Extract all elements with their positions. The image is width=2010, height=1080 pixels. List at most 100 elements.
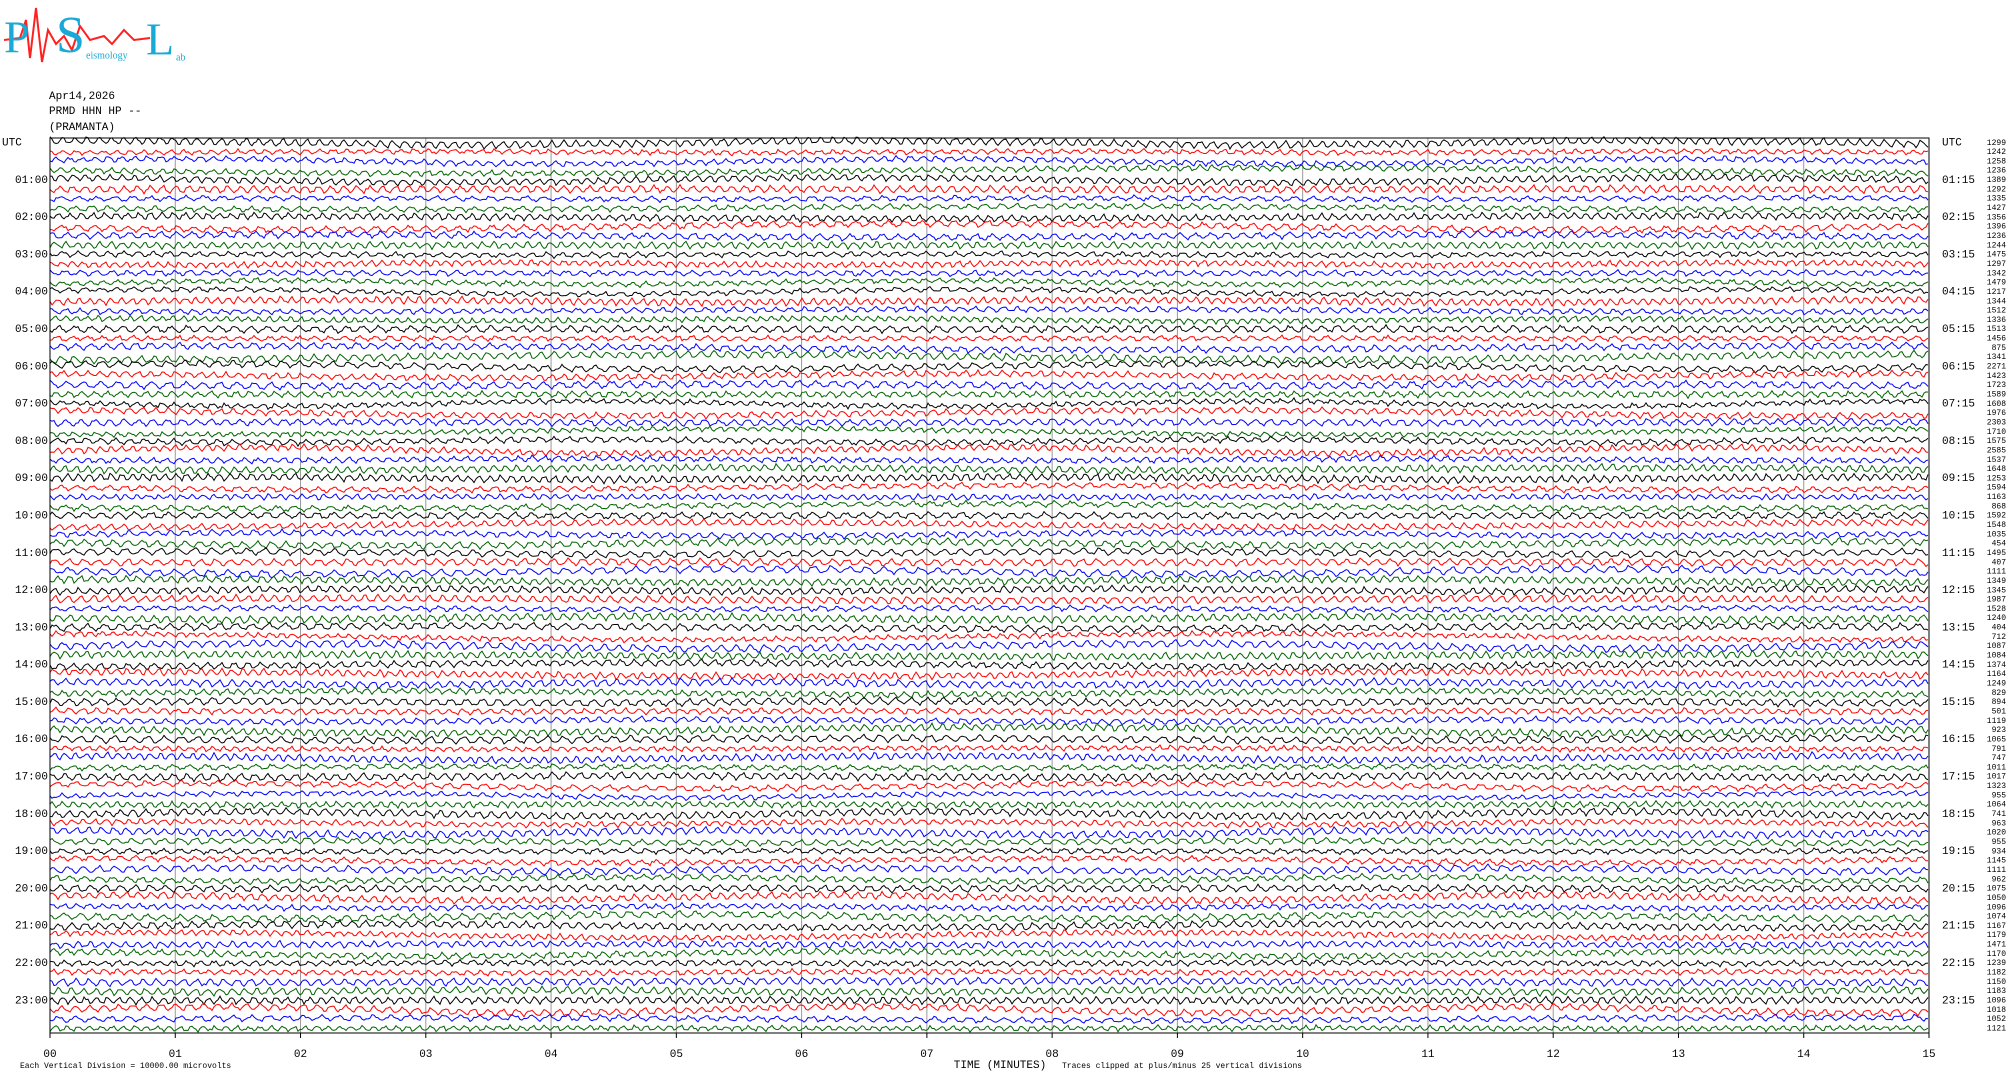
trace: [49, 341, 1929, 355]
plot-area: 00 01 02 03 04 05 06 07 08 09 10 11 12 13 14 15UTC01:00…: [2, 136, 2007, 1061]
station: PRMD HHN HP --: [49, 106, 141, 118]
trace-value: 1592: [1987, 512, 2006, 521]
trace-value: 1065: [1987, 735, 2006, 744]
trace: [49, 846, 1929, 856]
trace: [49, 686, 1929, 700]
trace: [49, 967, 1929, 977]
trace-value: 1253: [1987, 474, 2006, 483]
trace-value: 1299: [1987, 139, 2006, 148]
trace: [49, 995, 1929, 1006]
trace-value: 1479: [1987, 279, 2006, 288]
plot-frame: [49, 137, 1930, 1034]
trace-value: 1987: [1987, 596, 2006, 605]
trace: [49, 211, 1929, 224]
trace-value: 1163: [1987, 493, 2006, 502]
trace-value: 1170: [1987, 950, 2006, 959]
trace: [49, 389, 1929, 400]
x-tick-label: 03: [419, 1049, 432, 1061]
trace: [49, 517, 1929, 531]
trace: [49, 836, 1929, 848]
trace: [49, 799, 1929, 810]
trace: [49, 323, 1929, 335]
trace: [49, 258, 1929, 270]
left-time-label: 06:00: [15, 361, 48, 373]
trace-value: 1297: [1987, 260, 2006, 269]
clip-note: Traces clipped at plus/minus 25 vertical…: [1062, 1062, 1302, 1071]
logo-word: ab: [176, 52, 185, 63]
trace: [49, 649, 1929, 662]
trace: [49, 762, 1929, 773]
right-time-label: 12:15: [1942, 585, 1975, 597]
left-time-label: 04:00: [15, 287, 48, 299]
trace: [49, 564, 1929, 579]
x-tick-label: 01: [169, 1049, 183, 1061]
left-time-label: 19:00: [15, 846, 48, 858]
trace-value: 1374: [1987, 661, 2006, 670]
trace-value: 404: [1992, 624, 2007, 633]
trace-value: 712: [1992, 633, 2007, 642]
trace: [49, 890, 1929, 906]
trace-value: 1020: [1987, 829, 2006, 838]
right-time-label: 03:15: [1942, 249, 1975, 261]
logo-letter: L: [146, 14, 174, 65]
trace-value: 1513: [1987, 325, 2006, 334]
left-time-label: 11:00: [15, 548, 48, 560]
trace-value: 1035: [1987, 530, 2006, 539]
trace-value: 747: [1992, 754, 2007, 763]
trace-value: 1121: [1987, 1024, 2006, 1033]
trace: [49, 454, 1929, 465]
trace-value: 1512: [1987, 307, 2006, 316]
trace-value: 963: [1992, 819, 2007, 828]
right-time-label: 20:15: [1942, 883, 1975, 895]
logo-letter: P: [4, 12, 30, 63]
trace: [49, 593, 1929, 606]
x-tick-label: 10: [1296, 1049, 1309, 1061]
trace-value: 1594: [1987, 484, 2006, 493]
trace: [49, 667, 1929, 681]
trace-value: 1648: [1987, 465, 2006, 474]
trace: [49, 510, 1929, 521]
trace: [49, 676, 1929, 690]
left-time-label: 13:00: [15, 622, 48, 634]
trace-value: 1495: [1987, 549, 2006, 558]
left-time-label: 20:00: [15, 883, 48, 895]
trace: [49, 462, 1929, 476]
trace-value: 1217: [1987, 288, 2006, 297]
trace: [49, 947, 1929, 961]
trace-value: 955: [1992, 838, 2007, 847]
trace: [49, 285, 1929, 299]
logo-wiggle: [3, 7, 151, 63]
date: Apr14,2026: [49, 91, 115, 103]
trace: [49, 472, 1929, 485]
x-tick-label: 15: [1922, 1049, 1935, 1061]
trace: [49, 202, 1929, 214]
trace-value: 1064: [1987, 801, 2006, 810]
trace: [49, 919, 1929, 933]
trace-value: 1167: [1987, 922, 2006, 931]
trace: [49, 249, 1929, 260]
trace: [49, 546, 1929, 559]
scale-note: Each Vertical Division = 10000.00 microv…: [20, 1062, 231, 1071]
trace: [49, 751, 1929, 765]
trace: [49, 872, 1929, 886]
logo-letter: S: [56, 7, 85, 64]
trace: [49, 528, 1929, 540]
trace: [49, 229, 1929, 242]
trace-value: 1249: [1987, 680, 2006, 689]
trace-value: 1018: [1987, 1006, 2006, 1015]
trace: [49, 314, 1929, 326]
trace: [49, 706, 1929, 716]
trace-value: 741: [1992, 810, 2007, 819]
trace: [49, 368, 1929, 382]
trace-value: 2585: [1987, 446, 2006, 455]
trace-value: 1349: [1987, 577, 2006, 586]
logo-word: eismology: [86, 50, 128, 61]
trace: [49, 1013, 1929, 1025]
trace: [49, 638, 1929, 654]
trace: [49, 939, 1929, 950]
trace-value: 1396: [1987, 223, 2006, 232]
left-time-label: 17:00: [15, 772, 48, 784]
right-time-label: 14:15: [1942, 660, 1975, 672]
trace: [49, 154, 1929, 168]
trace-value: 1537: [1987, 456, 2006, 465]
